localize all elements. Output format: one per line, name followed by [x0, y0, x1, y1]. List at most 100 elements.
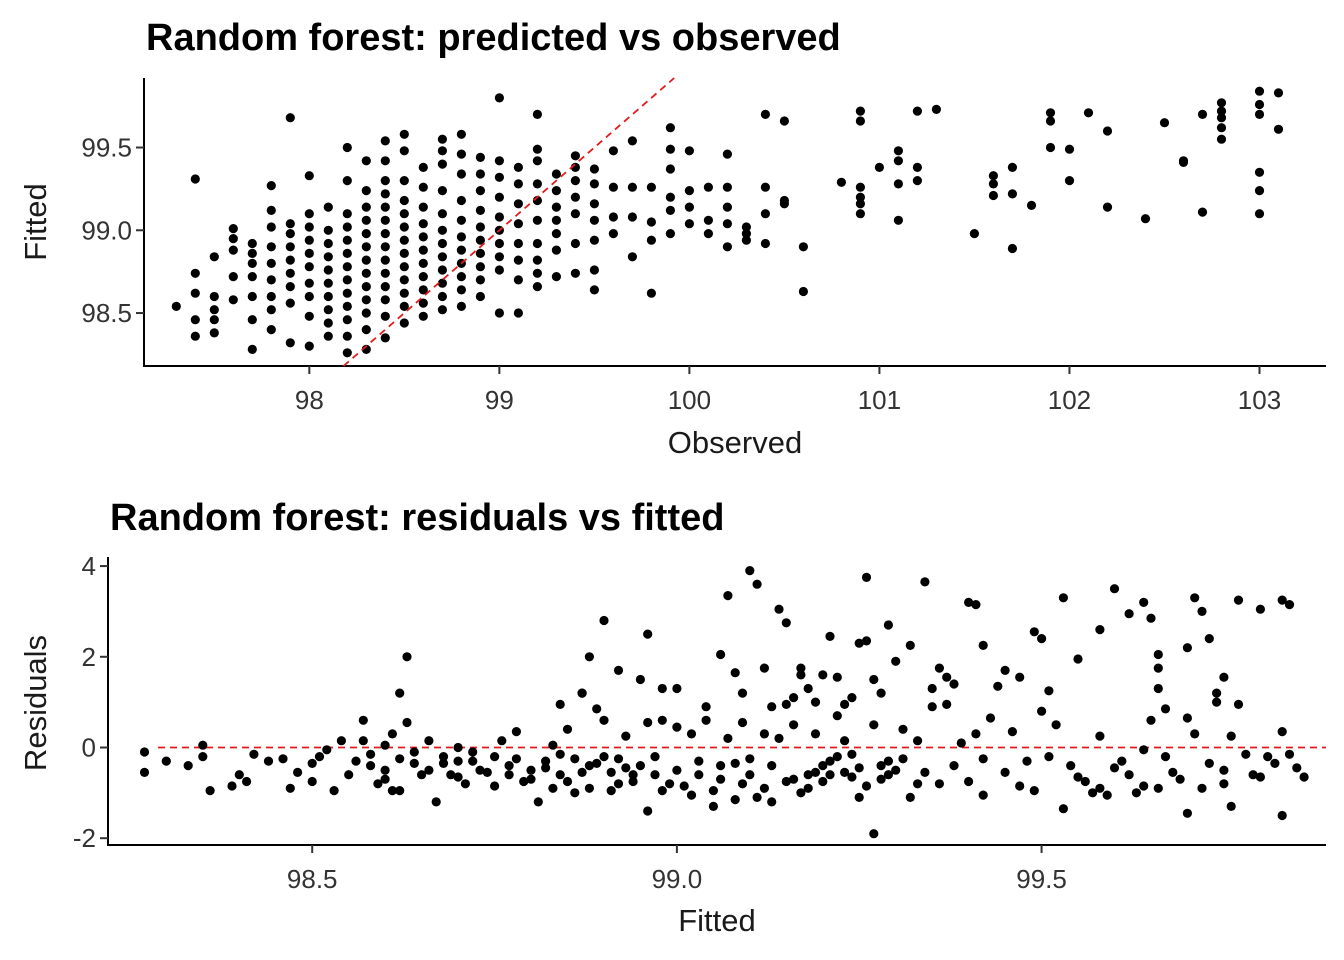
data-point — [342, 301, 352, 311]
data-point — [708, 786, 719, 796]
data-point — [399, 129, 409, 139]
data-point — [380, 242, 390, 252]
data-point — [361, 242, 371, 252]
data-point — [643, 717, 653, 728]
data-point — [1219, 765, 1229, 775]
data-point — [988, 179, 999, 189]
data-point — [942, 699, 952, 710]
data-point — [399, 195, 409, 206]
data-point — [949, 761, 959, 771]
data-point — [418, 285, 428, 295]
data-point — [893, 146, 904, 156]
data-point — [971, 600, 981, 610]
data-point — [380, 215, 390, 225]
data-point — [366, 761, 376, 771]
data-point — [665, 192, 676, 202]
data-point — [475, 152, 485, 162]
data-point — [621, 763, 631, 773]
data-point — [513, 219, 524, 229]
data-point — [1212, 697, 1222, 707]
data-point — [716, 774, 726, 784]
data-point — [1045, 142, 1056, 153]
data-point — [380, 136, 390, 146]
x-axis-title-bottom: Fitted — [678, 903, 756, 938]
data-point — [1254, 186, 1265, 196]
data-point — [741, 229, 752, 239]
data-point — [1153, 683, 1163, 694]
data-point — [513, 162, 524, 172]
data-point — [494, 265, 504, 275]
data-point — [1146, 613, 1156, 623]
data-point — [1007, 243, 1018, 254]
data-point — [722, 182, 733, 192]
data-point — [468, 747, 478, 757]
data-point — [855, 106, 866, 116]
data-point — [513, 179, 524, 189]
data-point — [627, 182, 638, 192]
data-point — [361, 268, 371, 278]
data-point — [722, 219, 733, 229]
data-point — [964, 597, 974, 608]
data-point — [646, 217, 657, 227]
data-point — [847, 772, 857, 782]
data-point — [418, 219, 428, 229]
data-point — [342, 222, 352, 232]
data-point — [832, 672, 842, 682]
data-point — [183, 761, 193, 771]
data-point — [1102, 790, 1112, 800]
data-point — [818, 670, 828, 680]
data-point — [247, 272, 257, 282]
data-point — [665, 164, 676, 174]
data-point — [418, 232, 428, 242]
data-point — [266, 305, 276, 315]
data-point — [1153, 649, 1163, 660]
data-point — [1139, 745, 1149, 755]
data-point — [323, 291, 333, 302]
data-point — [767, 797, 777, 807]
data-point — [1204, 758, 1214, 769]
data-point — [1255, 604, 1265, 614]
data-point — [912, 106, 923, 116]
data-point — [402, 717, 412, 728]
data-point — [551, 215, 562, 225]
data-point — [342, 331, 352, 341]
data-point — [456, 301, 466, 311]
data-point — [767, 702, 777, 712]
data-point — [387, 786, 397, 796]
data-point — [1066, 761, 1076, 771]
data-point — [190, 268, 200, 278]
data-point — [608, 182, 619, 192]
data-point — [893, 156, 904, 166]
data-point — [934, 663, 945, 673]
data-point — [1254, 99, 1265, 110]
data-point — [613, 665, 624, 676]
data-point — [532, 255, 543, 265]
data-point — [1168, 767, 1178, 778]
data-point — [978, 790, 988, 800]
data-point — [971, 729, 981, 739]
data-point — [399, 176, 409, 186]
data-point — [847, 749, 857, 759]
data-point — [803, 783, 813, 793]
data-point — [285, 298, 295, 308]
data-point — [380, 202, 390, 212]
y-tick-label: 2 — [82, 642, 96, 672]
data-point — [548, 740, 558, 750]
data-point — [475, 248, 485, 258]
data-point — [409, 747, 419, 757]
data-point — [665, 123, 676, 133]
x-axis-title-top: Observed — [668, 425, 802, 460]
data-point — [694, 770, 704, 780]
data-point — [1212, 688, 1222, 698]
data-point — [1216, 106, 1227, 116]
data-point — [247, 344, 257, 354]
data-point — [1044, 686, 1054, 696]
data-point — [905, 640, 915, 651]
data-point — [361, 295, 371, 305]
data-point — [730, 795, 740, 805]
data-point — [855, 192, 866, 202]
data-point — [1254, 109, 1265, 119]
data-point — [703, 182, 714, 192]
data-point — [759, 783, 770, 793]
data-point — [798, 286, 809, 297]
